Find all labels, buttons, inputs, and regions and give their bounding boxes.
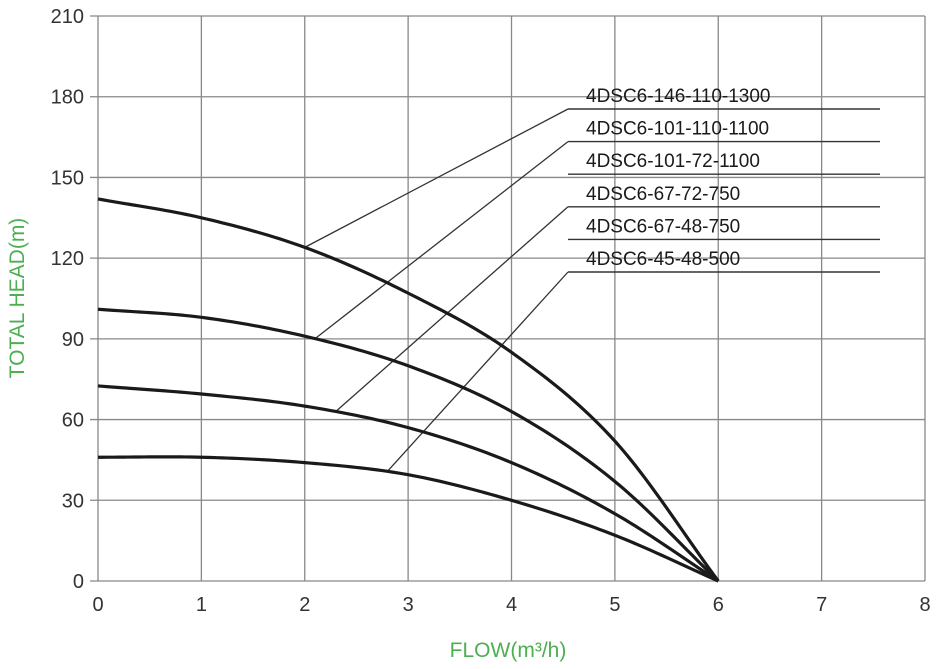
x-tick-label: 0 (92, 594, 103, 616)
leader-line (335, 206, 569, 412)
x-tick-label: 8 (919, 594, 930, 616)
x-axis-title: FLOW(m³/h) (450, 639, 567, 662)
x-tick-label: 4 (506, 594, 517, 616)
curve-label: 4DSC6-67-48-750 (586, 216, 740, 237)
y-tick-label: 180 (51, 87, 84, 109)
curve-label: 4DSC6-45-48-500 (586, 249, 740, 270)
pump-curves (97, 197, 720, 583)
curve-labels: 4DSC6-146-110-1300 4DSC6-101-110-1100 4DSC… (568, 86, 880, 273)
y-tick-label: 30 (62, 490, 84, 512)
y-tick-label: 90 (62, 329, 84, 351)
pump-curve (97, 197, 720, 582)
x-tick-label: 7 (816, 594, 827, 616)
x-tick-label: 2 (299, 594, 310, 616)
x-tick-label: 1 (196, 594, 207, 616)
curve-label: 4DSC6-146-110-1300 (586, 86, 771, 107)
grid (90, 15, 926, 582)
pump-curve (97, 307, 720, 583)
curve-label: 4DSC6-101-110-1100 (586, 119, 769, 140)
curve-label: 4DSC6-101-72-1100 (586, 151, 760, 172)
pump-curve (97, 455, 719, 583)
curve-label: 4DSC6-67-72-750 (586, 184, 740, 205)
x-tick-label: 6 (713, 594, 724, 616)
y-tick-labels: 0 30 60 90 120 150 180 210 (51, 6, 84, 593)
x-tick-label: 5 (609, 594, 620, 616)
y-tick-label: 0 (73, 571, 84, 593)
y-tick-label: 60 (62, 410, 84, 432)
y-tick-label: 120 (51, 248, 84, 270)
leader-line (314, 141, 569, 340)
y-tick-label: 150 (51, 167, 84, 189)
x-tick-label: 3 (403, 594, 414, 616)
pump-curve (97, 384, 720, 583)
leader-line (386, 271, 569, 472)
y-axis-title: TOTAL HEAD(m) (6, 218, 29, 379)
x-tick-labels: 0 1 2 3 4 5 6 7 8 (92, 594, 930, 616)
label-leader-lines (304, 108, 569, 472)
leader-line (304, 108, 569, 248)
y-tick-label: 210 (51, 6, 84, 28)
